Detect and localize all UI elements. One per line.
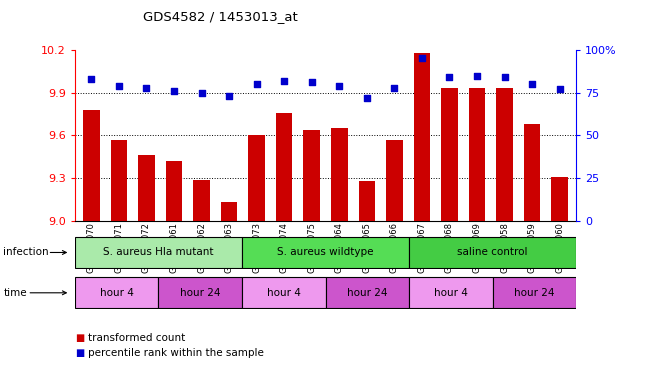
FancyBboxPatch shape: [493, 277, 576, 308]
Bar: [524, 124, 540, 221]
Bar: [469, 88, 485, 221]
Text: saline control: saline control: [458, 247, 528, 258]
FancyBboxPatch shape: [242, 277, 326, 308]
FancyBboxPatch shape: [75, 277, 158, 308]
Text: hour 4: hour 4: [267, 288, 301, 298]
Point: [251, 81, 262, 87]
Point: [444, 74, 454, 80]
Bar: [413, 53, 430, 221]
Point: [472, 73, 482, 79]
Bar: [111, 140, 127, 221]
Text: ■: ■: [75, 333, 84, 343]
Bar: [359, 181, 375, 221]
Point: [279, 78, 290, 84]
Text: hour 24: hour 24: [180, 288, 221, 298]
Point: [417, 55, 427, 61]
Bar: [496, 88, 513, 221]
Point: [224, 93, 234, 99]
FancyBboxPatch shape: [158, 277, 242, 308]
Bar: [83, 110, 100, 221]
Point: [86, 76, 96, 82]
Point: [114, 83, 124, 89]
Text: GDS4582 / 1453013_at: GDS4582 / 1453013_at: [143, 10, 298, 23]
Text: transformed count: transformed count: [88, 333, 185, 343]
Point: [307, 79, 317, 86]
Point: [169, 88, 179, 94]
FancyBboxPatch shape: [242, 237, 409, 268]
Text: ■: ■: [75, 348, 84, 358]
Point: [555, 86, 565, 92]
Text: hour 4: hour 4: [434, 288, 468, 298]
Point: [197, 89, 207, 96]
Point: [389, 84, 400, 91]
Point: [334, 83, 344, 89]
FancyBboxPatch shape: [409, 237, 576, 268]
Bar: [221, 202, 238, 221]
Text: infection: infection: [3, 247, 49, 258]
Text: S. aureus Hla mutant: S. aureus Hla mutant: [103, 247, 214, 258]
Bar: [331, 128, 348, 221]
Text: S. aureus wildtype: S. aureus wildtype: [277, 247, 374, 258]
Text: hour 24: hour 24: [347, 288, 387, 298]
Text: hour 24: hour 24: [514, 288, 555, 298]
Bar: [138, 155, 155, 221]
Bar: [441, 88, 458, 221]
Point: [499, 74, 510, 80]
Bar: [303, 130, 320, 221]
Text: percentile rank within the sample: percentile rank within the sample: [88, 348, 264, 358]
Bar: [386, 140, 402, 221]
Bar: [276, 113, 292, 221]
Bar: [249, 136, 265, 221]
FancyBboxPatch shape: [75, 237, 242, 268]
Text: hour 4: hour 4: [100, 288, 133, 298]
FancyBboxPatch shape: [409, 277, 493, 308]
Point: [361, 95, 372, 101]
Point: [527, 81, 537, 87]
Text: time: time: [3, 288, 27, 298]
Bar: [551, 177, 568, 221]
Point: [141, 84, 152, 91]
Bar: [166, 161, 182, 221]
FancyBboxPatch shape: [326, 277, 409, 308]
Bar: [193, 179, 210, 221]
